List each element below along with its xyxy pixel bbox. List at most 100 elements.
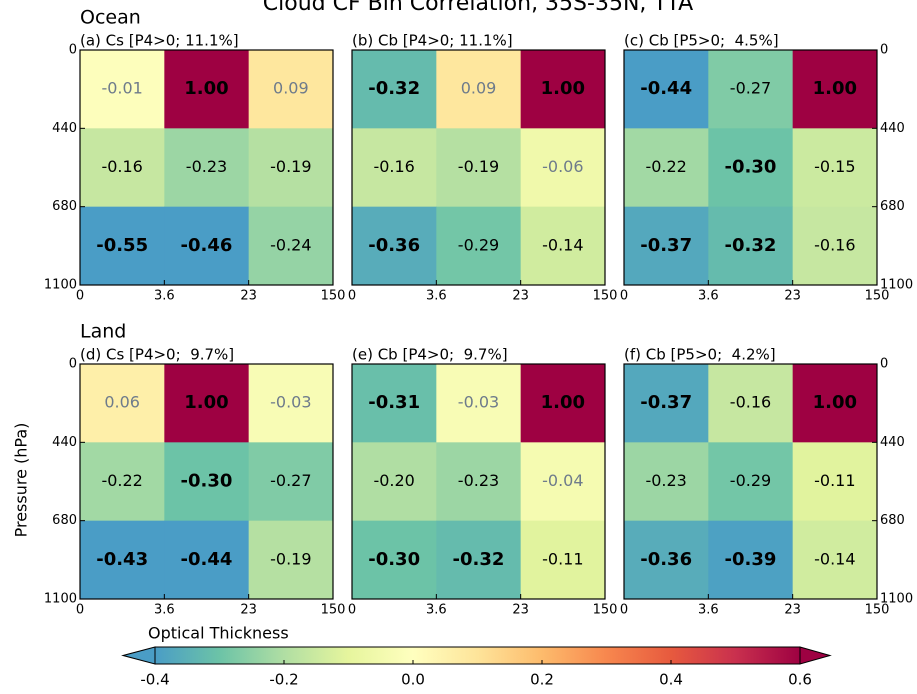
heatmap-cell xyxy=(624,364,709,443)
panel-frame xyxy=(351,49,606,286)
panel-frame xyxy=(623,363,878,600)
colorbar xyxy=(155,647,800,664)
colorbar-tick-label: -0.2 xyxy=(269,671,298,689)
heatmap-cell xyxy=(520,442,606,522)
cell-label: -0.23 xyxy=(458,471,499,490)
cell-label: -0.11 xyxy=(814,471,855,490)
cell-label: -0.11 xyxy=(542,549,583,568)
row-label: Land xyxy=(80,321,126,343)
y-tick-label: 1100 xyxy=(880,278,913,293)
x-tick-label: 23 xyxy=(784,289,801,304)
panel-title: (a) Cs [P4>0; 11.1%] xyxy=(80,32,239,50)
cell-label: -0.19 xyxy=(458,157,499,176)
colorbar-tick-label: 0.2 xyxy=(530,671,554,689)
colorbar-tick-label: 0.4 xyxy=(659,671,683,689)
x-tick-label: 150 xyxy=(865,603,890,618)
heatmap-cell xyxy=(708,520,794,600)
heatmap-cell xyxy=(80,50,165,129)
cell-label: -0.23 xyxy=(186,157,227,176)
cell-label: -0.30 xyxy=(181,471,233,492)
y-tick-label: 0 xyxy=(69,43,77,58)
y-tick-label: 680 xyxy=(52,199,77,214)
cell-label: -0.32 xyxy=(368,78,420,99)
cell-label: -0.03 xyxy=(458,393,499,412)
heatmap-cell xyxy=(164,50,250,129)
heatmap-cell xyxy=(164,442,250,522)
cell-label: -0.36 xyxy=(368,235,420,256)
y-tick-label: 0 xyxy=(880,43,888,58)
cell-label: -0.32 xyxy=(453,549,505,570)
x-tick-label: 150 xyxy=(593,289,618,304)
cell-label: 1.00 xyxy=(541,392,585,413)
x-tick-label: 23 xyxy=(512,603,529,618)
cell-label: 1.00 xyxy=(541,78,585,99)
cell-label: -0.15 xyxy=(814,157,855,176)
heatmap-cell xyxy=(164,520,250,600)
cell-label: -0.27 xyxy=(270,471,311,490)
colorbar-tick-label: 0.0 xyxy=(401,671,425,689)
heatmap-cell xyxy=(520,364,606,443)
cell-label: -0.31 xyxy=(368,392,420,413)
cell-label: -0.03 xyxy=(270,393,311,412)
heatmap-cell xyxy=(352,128,437,208)
cell-label: -0.44 xyxy=(181,549,233,570)
heatmap-cell xyxy=(436,206,522,286)
cell-label: -0.16 xyxy=(730,393,771,412)
x-tick-label: 3.6 xyxy=(698,603,719,618)
x-axis-label: Optical Thickness xyxy=(148,624,289,643)
cell-label: -0.44 xyxy=(640,78,692,99)
cell-label: 0.06 xyxy=(104,393,140,412)
heatmap-cell xyxy=(792,442,878,522)
y-tick-label: 1100 xyxy=(880,592,913,607)
heatmap-cell xyxy=(436,520,522,600)
x-tick-label: 150 xyxy=(865,289,890,304)
y-tick-label: 680 xyxy=(52,513,77,528)
heatmap-cell xyxy=(708,128,794,208)
colorbar-extend-low xyxy=(121,646,156,665)
x-tick-label: 23 xyxy=(240,603,257,618)
panel-frame xyxy=(79,49,334,286)
colorbar-tick-label: 0.6 xyxy=(788,671,812,689)
heatmap-cell xyxy=(248,442,334,522)
cell-label: -0.16 xyxy=(814,235,855,254)
cell-label: -0.19 xyxy=(270,157,311,176)
heatmap-cell xyxy=(520,50,606,129)
y-tick-label: 680 xyxy=(880,513,905,528)
heatmap-cell xyxy=(436,442,522,522)
heatmap-cell xyxy=(248,128,334,208)
cell-label: -0.01 xyxy=(101,79,142,98)
x-tick-label: 0 xyxy=(348,603,356,618)
x-tick-label: 3.6 xyxy=(426,603,447,618)
x-tick-label: 3.6 xyxy=(154,603,175,618)
x-tick-label: 0 xyxy=(76,289,84,304)
panel-title: (c) Cb [P5>0; 4.5%] xyxy=(624,32,779,50)
panel-frame xyxy=(623,49,878,286)
cell-label: -0.29 xyxy=(730,471,771,490)
cell-label: -0.22 xyxy=(645,157,686,176)
cell-label: -0.14 xyxy=(542,235,583,254)
x-tick-label: 3.6 xyxy=(698,289,719,304)
panel-title: (e) Cb [P4>0; 9.7%] xyxy=(352,346,508,364)
heatmap-cell xyxy=(792,364,878,443)
heatmap-cell xyxy=(520,206,606,286)
row-label: Ocean xyxy=(80,7,141,29)
heatmap-cell xyxy=(80,364,165,443)
cell-label: -0.36 xyxy=(640,549,692,570)
colorbar-tick-label: -0.4 xyxy=(140,671,169,689)
heatmap-cell xyxy=(792,206,878,286)
cell-label: -0.14 xyxy=(814,549,855,568)
cell-label: -0.30 xyxy=(368,549,420,570)
cell-label: 0.09 xyxy=(461,79,497,98)
panel-frame xyxy=(79,363,334,600)
cell-label: -0.04 xyxy=(542,471,583,490)
heatmap-cell xyxy=(520,128,606,208)
cell-label: -0.37 xyxy=(640,392,692,413)
y-tick-label: 440 xyxy=(52,435,77,450)
panel-title: (f) Cb [P5>0; 4.2%] xyxy=(624,346,776,364)
heatmap-cell xyxy=(792,128,878,208)
cell-label: -0.37 xyxy=(640,235,692,256)
heatmap-cell xyxy=(708,442,794,522)
cell-label: 1.00 xyxy=(813,392,857,413)
heatmap-cell xyxy=(624,442,709,522)
x-tick-label: 150 xyxy=(593,603,618,618)
